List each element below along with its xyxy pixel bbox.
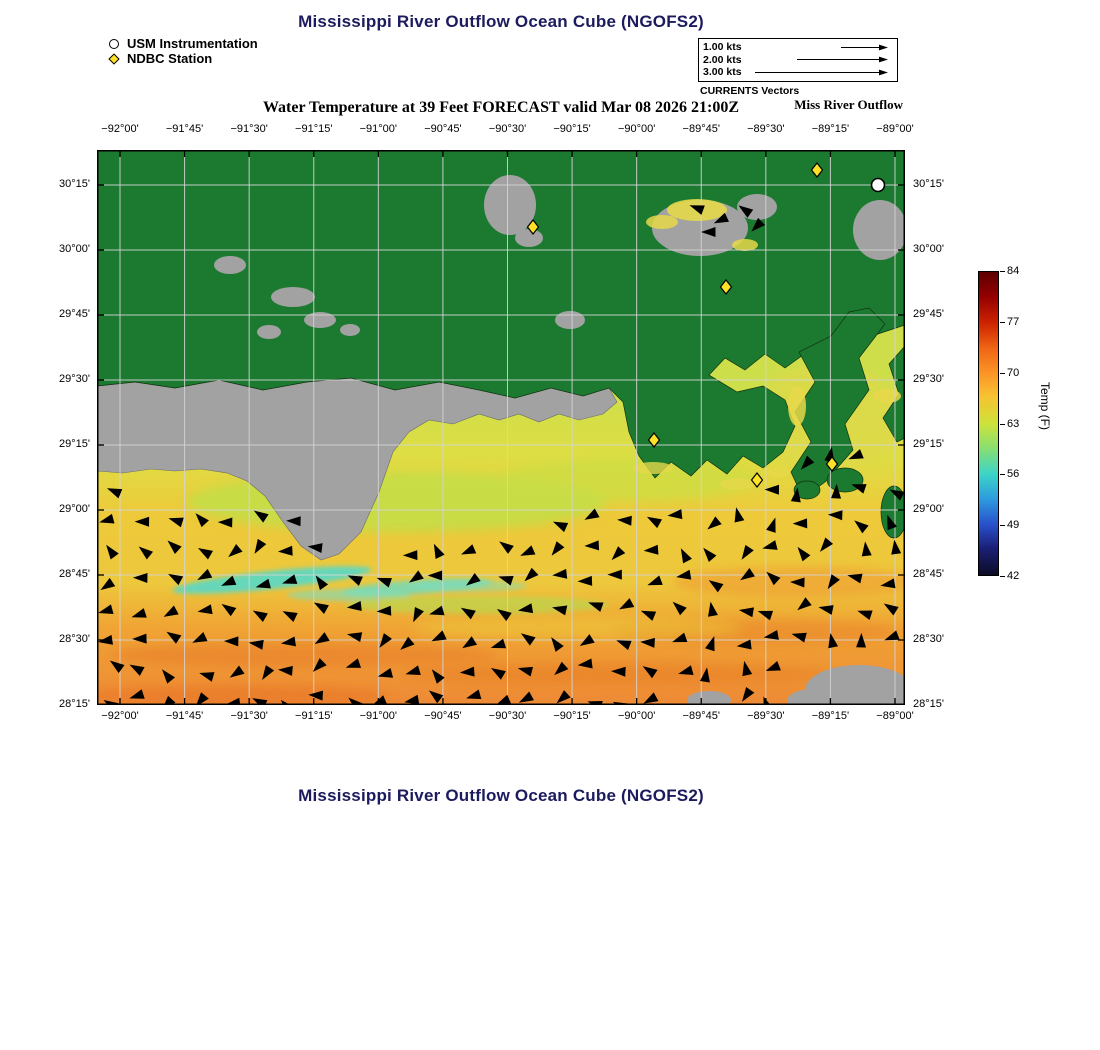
lat-tick-right: 30°15' (913, 178, 944, 190)
ndbc-station-marker (647, 432, 661, 448)
lat-tick-left: 29°30' (59, 373, 90, 385)
usm-legend-label: USM Instrumentation (127, 36, 258, 51)
figure-title-top: Mississippi River Outflow Ocean Cube (NG… (298, 12, 704, 31)
colorbar-tick (1000, 372, 1005, 374)
vector-scale-label: 1.00 kts (703, 41, 742, 53)
colorbar-tick-label: 84 (1007, 265, 1020, 277)
lat-tick-right: 29°45' (913, 308, 944, 320)
lon-tick-top: −90°45' (424, 123, 462, 135)
lat-tick-left: 28°30' (59, 633, 90, 645)
lat-tick-right: 28°15' (913, 698, 944, 710)
lat-tick-right: 29°30' (913, 373, 944, 385)
lon-tick-bottom: −90°00' (617, 710, 656, 722)
colorbar-axis-label: Temp (F) (1038, 382, 1052, 430)
vector-scale-arrow-icon (797, 56, 888, 63)
vector-scale-arrow-icon (841, 44, 888, 51)
map-plot (82, 149, 922, 715)
vector-scale-arrow-icon (755, 69, 888, 76)
lat-tick-left: 30°00' (59, 243, 90, 255)
current-vectors (97, 205, 905, 714)
colorbar-tick-label: 49 (1007, 519, 1020, 532)
lat-tick-left: 28°15' (59, 698, 90, 710)
map-svg (82, 149, 922, 715)
figure-title-bottom: Mississippi River Outflow Ocean Cube (NG… (298, 786, 704, 805)
ndbc-diamond-icon (108, 52, 120, 65)
lon-tick-bottom: −89°45' (682, 710, 720, 722)
colorbar-tick (1000, 271, 1005, 272)
vector-scale-caption: CURRENTS Vectors (700, 85, 800, 97)
lon-tick-top: −89°00' (876, 123, 914, 135)
vector-scale-row: 2.00 kts (703, 54, 893, 67)
lon-tick-top: −90°15' (553, 123, 591, 135)
lon-tick-top: −92°00' (101, 123, 139, 135)
usm-legend-row: USM Instrumentation (109, 36, 258, 51)
lat-tick-right: 30°00' (913, 243, 944, 255)
lon-tick-bottom: −90°30' (488, 710, 527, 722)
vector-scale-row: 3.00 kts (703, 66, 893, 79)
usm-marker-symbol (109, 38, 127, 49)
lat-tick-left: 28°45' (59, 568, 90, 580)
lon-tick-bottom: −91°15' (295, 710, 333, 722)
lon-tick-bottom: −91°30' (230, 710, 268, 722)
lat-tick-left: 29°00' (59, 503, 90, 515)
ndbc-legend-row: NDBC Station (108, 51, 258, 66)
lon-tick-bottom: −90°15' (553, 710, 591, 722)
lon-tick-top: −89°30' (747, 123, 785, 135)
lat-tick-right: 29°15' (913, 438, 944, 450)
ndbc-legend-label: NDBC Station (127, 51, 213, 66)
lat-tick-left: 30°15' (59, 178, 90, 190)
colorbar-tick-label: 77 (1007, 315, 1020, 328)
ndbc-station-marker (526, 219, 540, 235)
lon-tick-top: −90°30' (488, 123, 527, 135)
vector-scale-legend: 1.00 kts 2.00 kts 3.00 kts (698, 38, 898, 82)
lon-tick-top: −91°00' (359, 123, 398, 135)
colorbar-tick-label: 63 (1007, 417, 1020, 430)
lon-tick-bottom: −89°30' (747, 710, 785, 722)
lon-tick-top: −89°15' (811, 123, 850, 135)
lon-tick-top: −91°45' (165, 123, 204, 135)
ndbc-station-marker (825, 456, 839, 472)
colorbar-tick-label: 56 (1007, 468, 1020, 481)
lon-tick-bottom: −89°15' (811, 710, 850, 722)
colorbar-gradient (978, 271, 999, 576)
map-subtitle: Water Temperature at 39 Feet FORECAST va… (262, 99, 740, 116)
usm-circle-icon (109, 38, 119, 49)
colorbar-tick-label: 70 (1007, 366, 1020, 379)
colorbar-tick (1000, 321, 1005, 323)
lon-tick-top: −91°15' (295, 123, 333, 135)
lon-tick-bottom: −92°00' (101, 710, 139, 722)
colorbar-tick (1000, 576, 1005, 577)
ndbc-station-marker (719, 279, 733, 295)
lat-tick-right: 28°45' (913, 568, 944, 580)
lat-tick-right: 29°00' (913, 503, 944, 515)
ndbc-station-marker (750, 472, 764, 488)
colorbar-tick (1000, 525, 1005, 527)
lon-tick-bottom: −89°00' (876, 710, 914, 722)
lon-tick-top: −89°45' (682, 123, 720, 135)
station-markers (526, 162, 886, 488)
lat-tick-right: 28°30' (913, 633, 944, 645)
map-border (97, 150, 905, 705)
lat-tick-left: 29°15' (59, 438, 90, 450)
map-corner-label: Miss River Outflow (794, 97, 903, 112)
usm-station-marker (870, 177, 886, 193)
ndbc-marker-symbol (108, 52, 127, 65)
marker-legend: USM Instrumentation NDBC Station (108, 36, 258, 66)
ndbc-station-marker (810, 162, 824, 178)
lon-tick-bottom: −91°45' (165, 710, 204, 722)
vector-scale-label: 2.00 kts (703, 53, 742, 66)
vector-scale-row: 1.00 kts (703, 41, 893, 54)
lon-tick-bottom: −90°45' (424, 710, 462, 722)
colorbar-tick (1000, 474, 1005, 476)
lon-tick-top: −91°30' (230, 123, 268, 135)
lon-tick-top: −90°00' (617, 123, 656, 135)
colorbar-tick (1000, 423, 1005, 425)
colorbar-tick-label: 42 (1007, 570, 1020, 582)
lon-tick-bottom: −91°00' (359, 710, 398, 722)
vector-scale-label: 3.00 kts (703, 66, 742, 78)
lat-tick-left: 29°45' (59, 308, 90, 320)
